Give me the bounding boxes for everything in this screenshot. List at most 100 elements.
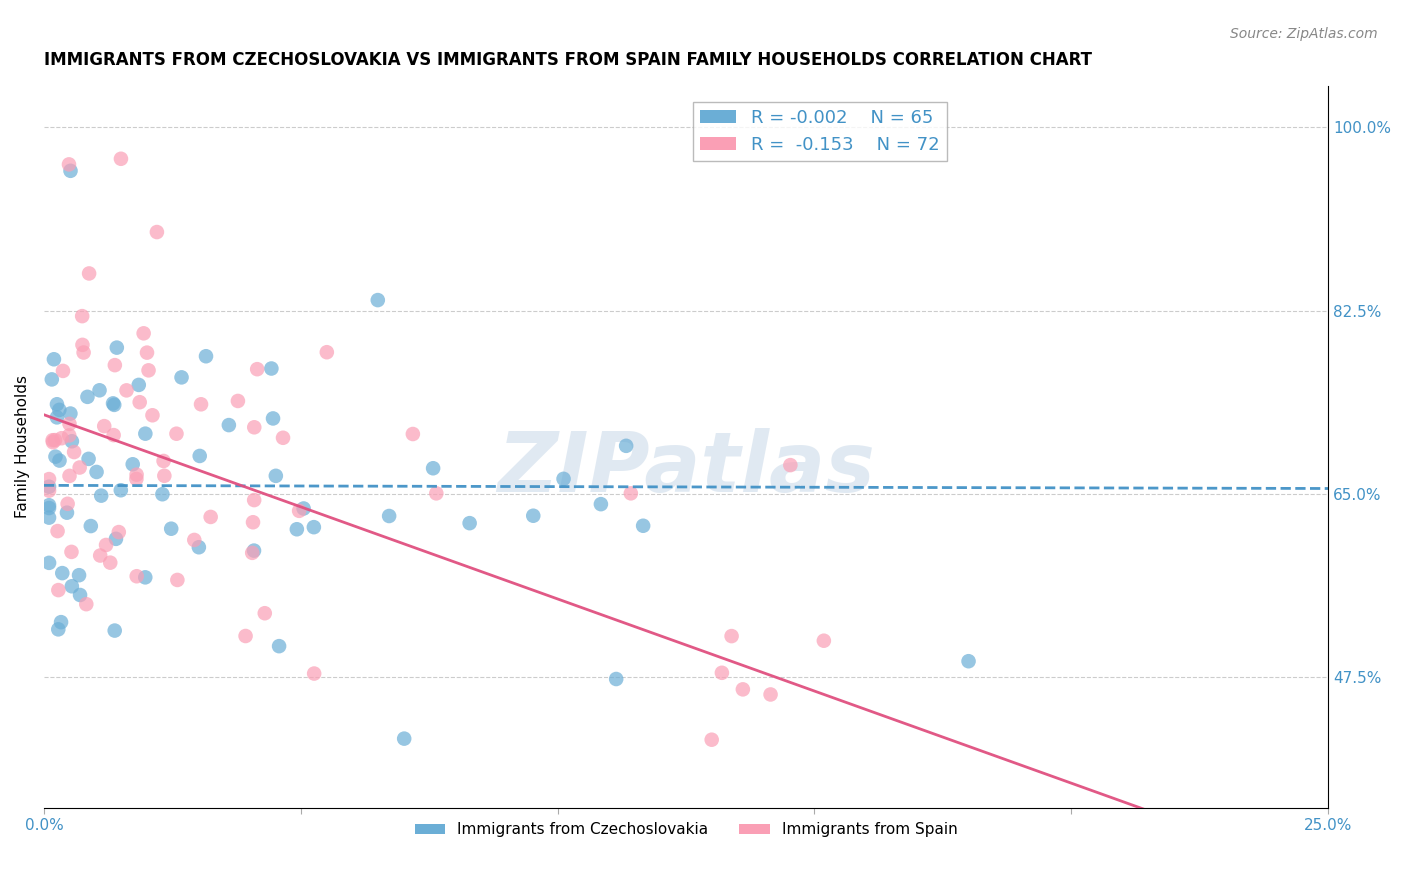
Point [58, 428, 80, 442]
Point [104, 624, 127, 638]
Point [253, 606, 276, 620]
Point [146, 225, 169, 239]
Point [676, 822, 699, 836]
Point [720, 629, 742, 643]
Point [315, 345, 337, 359]
Point [80, 519, 103, 533]
Point [631, 518, 654, 533]
Point [200, 510, 222, 524]
Point [42, 435, 65, 450]
Point [46, 410, 69, 425]
Point [51, 566, 73, 581]
Point [56, 506, 79, 520]
Point [700, 732, 723, 747]
Point [63, 445, 86, 459]
Point [152, 454, 174, 468]
Point [138, 363, 160, 377]
Point [125, 569, 148, 583]
Point [69, 588, 91, 602]
Y-axis label: Family Households: Family Households [15, 376, 30, 518]
Point [93, 419, 115, 434]
Point [115, 384, 138, 398]
Point [187, 540, 209, 554]
Point [48, 402, 70, 417]
Point [292, 501, 315, 516]
Point [188, 449, 211, 463]
Point [46, 397, 69, 411]
Point [302, 666, 325, 681]
Point [152, 487, 174, 501]
Point [425, 486, 447, 500]
Point [69, 460, 91, 475]
Point [136, 345, 159, 359]
Point [38, 472, 60, 486]
Point [58, 157, 80, 171]
Point [58, 417, 80, 431]
Point [240, 546, 263, 560]
Point [52, 364, 75, 378]
Point [51, 431, 73, 445]
Point [90, 489, 112, 503]
Point [195, 349, 218, 363]
Point [48, 583, 70, 598]
Point [183, 533, 205, 547]
Point [67, 568, 90, 582]
Point [458, 516, 481, 530]
Point [759, 688, 782, 702]
Point [58, 468, 80, 483]
Point [128, 378, 150, 392]
Point [589, 497, 612, 511]
Point [60, 545, 83, 559]
Point [41, 434, 63, 448]
Point [72, 338, 94, 352]
Point [59, 407, 82, 421]
Point [77, 267, 100, 281]
Point [271, 431, 294, 445]
Point [60, 434, 83, 449]
Point [44, 450, 66, 464]
Point [166, 426, 188, 441]
Point [367, 293, 389, 307]
Point [392, 731, 415, 746]
Point [42, 352, 65, 367]
Point [132, 326, 155, 341]
Point [422, 461, 444, 475]
Point [264, 468, 287, 483]
Point [134, 570, 156, 584]
Point [105, 341, 128, 355]
Point [710, 665, 733, 680]
Point [226, 394, 249, 409]
Point [141, 409, 163, 423]
Point [70, 309, 93, 323]
Point [103, 428, 125, 442]
Point [110, 483, 132, 498]
Point [59, 163, 82, 178]
Point [243, 420, 266, 434]
Point [121, 457, 143, 471]
Point [41, 372, 63, 386]
Point [89, 549, 111, 563]
Point [614, 439, 637, 453]
Point [153, 468, 176, 483]
Point [103, 398, 125, 412]
Point [46, 623, 69, 637]
Text: Source: ZipAtlas.com: Source: ZipAtlas.com [1230, 27, 1378, 41]
Point [779, 458, 801, 472]
Point [110, 152, 132, 166]
Point [38, 483, 60, 498]
Point [48, 453, 70, 467]
Point [813, 633, 835, 648]
Point [962, 822, 984, 836]
Point [75, 597, 97, 611]
Point [302, 520, 325, 534]
Point [38, 498, 60, 512]
Point [38, 556, 60, 570]
Point [190, 397, 212, 411]
Point [60, 579, 83, 593]
Point [731, 682, 754, 697]
Point [38, 480, 60, 494]
Point [170, 370, 193, 384]
Point [72, 345, 94, 359]
Point [107, 525, 129, 540]
Point [160, 522, 183, 536]
